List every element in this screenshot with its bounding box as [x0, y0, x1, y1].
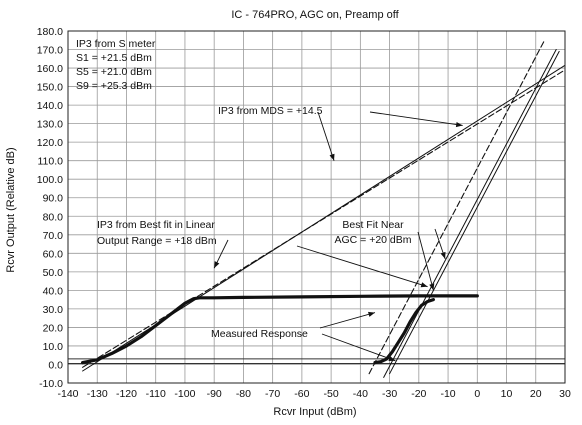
measured-response-arrow — [321, 333, 396, 362]
x-tick-label: -10 — [440, 388, 455, 400]
s-meter-annotation-line: S5 = +21.0 dBm — [76, 66, 152, 78]
x-tick-label: -60 — [294, 388, 309, 400]
x-tick-label: 10 — [501, 388, 513, 400]
y-tick-label: 100.0 — [37, 174, 63, 186]
x-axis-title: Rcvr Input (dBm) — [273, 406, 356, 418]
best-fit-agc-arrow — [417, 231, 434, 291]
x-tick-label: 20 — [530, 388, 542, 400]
best-fit-agc-arrow-head — [429, 283, 435, 291]
x-tick-label: -50 — [324, 388, 339, 400]
mds-arrow — [369, 111, 463, 126]
chart-title: IC - 764PRO, AGC on, Preamp off — [231, 9, 399, 21]
series-line-0 — [80, 294, 479, 365]
tick-labels: -140 -130 -120 -110 -100 -90 -80 -70 -60 -50 -40 -3… — [37, 26, 571, 400]
mds-annotation-line: IP3 from MDS = +14.5 — [218, 105, 323, 117]
x-tick-label: -100 — [174, 388, 195, 400]
y-tick-label: 60.0 — [43, 248, 64, 260]
y-tick-label: 140.0 — [37, 100, 63, 112]
x-tick-label: -80 — [236, 388, 251, 400]
plot-frame — [67, 30, 566, 384]
best-fit-linear-annotation-line: Output Range = +18 dBm — [97, 235, 217, 247]
measured-response-arrow-head — [368, 311, 375, 317]
reference-lines — [68, 358, 565, 365]
y-tick-label: 80.0 — [43, 211, 64, 223]
y-tick-label: 120.0 — [37, 137, 63, 149]
y-tick-label: 160.0 — [37, 63, 63, 75]
grid — [67, 30, 566, 384]
mds-arrow — [317, 111, 335, 161]
y-axis-title: Rcvr Output (Relative dB) — [5, 147, 17, 272]
series-line-6 — [368, 39, 546, 375]
best-fit-agc-annotation-line: AGC = +20 dBm — [334, 234, 411, 246]
best-fit-agc-annotation-line: Best Fit Near — [342, 219, 404, 231]
s-meter-annotation-line: IP3 from S meter — [76, 38, 156, 50]
best-fit-linear-arrow-head — [420, 282, 428, 288]
annotations: IP3 from S meter S1 = +21.5 dBm S5 = +21.0… — [76, 38, 463, 362]
measured-response-annotation-line: Measured Response — [211, 328, 308, 340]
y-tick-label: 0.0 — [48, 359, 63, 371]
y-tick-label: -10.0 — [39, 378, 63, 390]
y-tick-label: 20.0 — [43, 322, 64, 334]
x-tick-label: -70 — [265, 388, 280, 400]
series-line-4 — [383, 49, 557, 378]
y-tick-label: 110.0 — [38, 156, 64, 168]
s-meter-annotation-line: S9 = +25.3 dBm — [76, 80, 152, 92]
x-tick-label: -110 — [146, 388, 166, 400]
series-line-5 — [389, 50, 560, 375]
best-fit-linear-arrow — [296, 245, 428, 288]
measured-response-arrow — [319, 312, 376, 329]
x-tick-label: -30 — [382, 388, 397, 400]
best-fit-agc-arrow-head — [440, 251, 446, 259]
x-tick-label: -40 — [353, 388, 368, 400]
series-line-1 — [373, 298, 435, 365]
mds-arrow-head — [329, 153, 335, 161]
y-tick-label: 150.0 — [37, 82, 63, 94]
y-tick-label: 10.0 — [43, 341, 64, 353]
best-fit-linear-arrow-head — [214, 261, 220, 269]
y-tick-label: 70.0 — [43, 230, 64, 242]
x-tick-label: -140 — [57, 388, 78, 400]
y-tick-label: 30.0 — [43, 304, 64, 316]
x-tick-label: 30 — [559, 388, 571, 400]
x-tick-label: -130 — [87, 388, 108, 400]
y-tick-label: 180.0 — [37, 26, 63, 38]
x-tick-label: 0 — [474, 388, 480, 400]
series-line-3 — [82, 69, 566, 368]
x-tick-label: -90 — [207, 388, 222, 400]
measured-response-arrow-head — [388, 356, 396, 361]
y-tick-label: 170.0 — [37, 45, 63, 57]
mds-arrow-head — [455, 121, 463, 128]
best-fit-linear-annotation-line: IP3 from Best fit in Linear — [97, 219, 215, 231]
y-tick-label: 50.0 — [43, 267, 64, 279]
s-meter-annotation-line: S1 = +21.5 dBm — [76, 52, 152, 64]
x-tick-label: -20 — [411, 388, 426, 400]
y-tick-label: 90.0 — [43, 193, 64, 205]
y-tick-label: 40.0 — [43, 285, 64, 297]
series-group — [80, 39, 566, 378]
x-tick-label: -120 — [116, 388, 137, 400]
y-tick-label: 130.0 — [37, 119, 63, 131]
